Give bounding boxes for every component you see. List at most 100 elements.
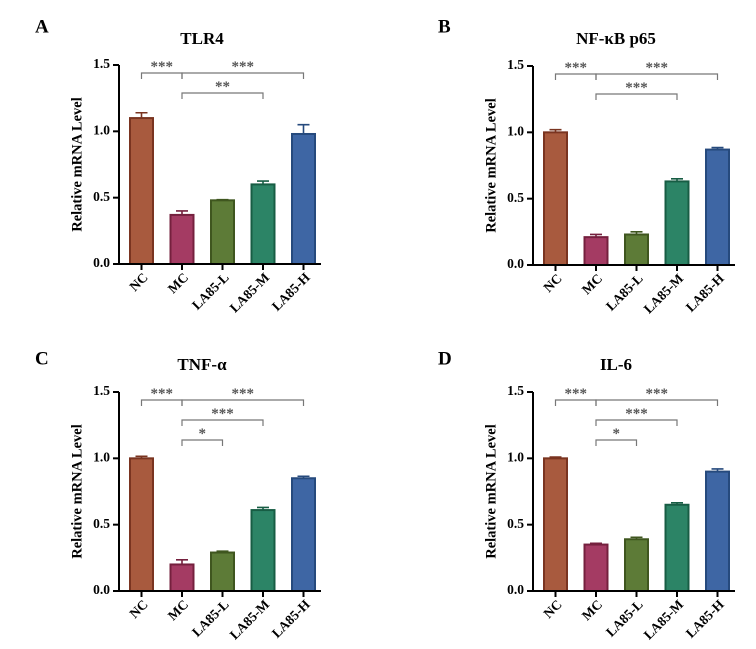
error-bar [630, 536, 643, 540]
error-bar [711, 468, 724, 472]
y-axis-label: Relative mRNA Level [69, 424, 85, 559]
y-tick-label: 0.0 [93, 255, 110, 270]
y-tick-label: 1.5 [93, 383, 110, 398]
significance-label: *** [625, 80, 648, 96]
bar-mc [169, 563, 195, 593]
x-tick-label: LA85-M [227, 270, 273, 316]
bar-la85-m [250, 509, 276, 592]
chart-title: IL-6 [600, 355, 632, 374]
x-tick-label: LA85-M [641, 271, 687, 317]
x-tick-label: NC [126, 597, 150, 621]
bar-la85-h [291, 132, 316, 265]
panel-letter: A [35, 16, 49, 37]
significance-label: *** [625, 406, 648, 422]
bar-nc [129, 117, 154, 265]
y-axis-label: Relative mRNA Level [483, 98, 499, 233]
chart-title: TLR4 [180, 29, 224, 48]
bar-nc [543, 131, 568, 266]
significance-label: * [199, 426, 207, 442]
bar-la85-m [250, 183, 276, 265]
x-tick-label: LA85-L [189, 270, 232, 313]
bar-la85-l [624, 538, 649, 593]
significance-bracket [181, 439, 224, 446]
panel-a: A TLR4 Relative mRNA Level 0.0 0.5 1.0 1.5 NC MC… [35, 16, 321, 315]
bar-la85-l [624, 233, 649, 266]
error-bar [590, 542, 602, 545]
bar-nc [543, 457, 568, 593]
y-tick-label: 1.5 [507, 57, 524, 72]
y-tick-label: 0.0 [507, 582, 524, 597]
x-tick-label: MC [165, 270, 192, 297]
bar-mc [583, 236, 609, 266]
y-tick-label: 1.0 [507, 449, 524, 464]
error-bar [671, 177, 683, 182]
significance-label: *** [232, 59, 255, 75]
x-tick-label: LA85-H [683, 596, 727, 640]
bar-la85-m [664, 503, 690, 592]
bar-la85-l [210, 199, 235, 266]
significance-bracket [181, 72, 305, 79]
significance-bracket [595, 439, 638, 446]
error-bar [711, 146, 724, 150]
x-tick-label: MC [579, 597, 606, 624]
error-bar [135, 455, 148, 459]
bar-la85-h [705, 470, 730, 593]
significance-label: *** [151, 386, 174, 402]
bar-mc [583, 543, 609, 592]
significance-label: *** [646, 386, 669, 402]
significance-bracket [595, 93, 678, 100]
error-bar [176, 559, 188, 565]
bar-la85-l [210, 551, 235, 593]
panel-letter: D [438, 348, 452, 369]
x-tick-label: NC [540, 597, 564, 621]
significance-bracket [181, 399, 305, 406]
x-tick-label: LA85-H [683, 270, 727, 314]
error-bar [297, 475, 310, 479]
chart-title: TNF-α [177, 355, 227, 374]
bar-nc [129, 457, 154, 593]
x-tick-label: LA85-H [269, 269, 313, 313]
error-bar [671, 501, 683, 505]
y-tick-label: 0.5 [93, 189, 110, 204]
error-bar [630, 231, 643, 235]
y-tick-label: 0.5 [507, 516, 524, 531]
error-bar [297, 123, 310, 134]
x-tick-label: LA85-L [603, 597, 646, 640]
y-tick-label: 0.5 [93, 516, 110, 531]
panel-letter: C [35, 348, 49, 369]
significance-bracket [595, 399, 719, 406]
significance-bracket [595, 73, 719, 80]
significance-bracket [181, 92, 264, 99]
significance-bracket [181, 419, 264, 426]
x-tick-label: LA85-M [641, 597, 687, 643]
error-bar [257, 506, 269, 511]
panel-b: B NF-κB p65 Relative mRNA Level 0.0 0.5 1.0 1.… [438, 16, 735, 316]
error-bar [216, 550, 229, 553]
y-tick-label: 1.5 [507, 383, 524, 398]
x-tick-label: NC [540, 271, 564, 295]
significance-label: *** [151, 59, 174, 75]
y-axis-label: Relative mRNA Level [483, 424, 499, 559]
x-tick-label: MC [165, 597, 192, 624]
bar-mc [169, 213, 195, 265]
y-tick-label: 0.5 [507, 190, 524, 205]
x-tick-label: LA85-L [603, 271, 646, 314]
error-bar [216, 198, 229, 201]
significance-label: *** [565, 60, 588, 76]
y-tick-label: 1.0 [93, 122, 110, 137]
x-tick-label: NC [126, 270, 150, 294]
bar-la85-m [664, 180, 690, 266]
x-tick-label: LA85-M [227, 597, 273, 643]
error-bar [135, 111, 148, 119]
error-bar [257, 180, 269, 185]
significance-label: *** [565, 386, 588, 402]
panel-letter: B [438, 16, 451, 37]
x-tick-label: LA85-L [189, 597, 232, 640]
significance-label: *** [232, 386, 255, 402]
y-tick-label: 0.0 [507, 256, 524, 271]
significance-label: *** [211, 406, 234, 422]
y-tick-label: 1.5 [93, 56, 110, 71]
panel-d: D IL-6 Relative mRNA Level 0.0 0.5 1.0 1.5 NC MC… [438, 348, 735, 642]
x-tick-label: MC [579, 271, 606, 298]
